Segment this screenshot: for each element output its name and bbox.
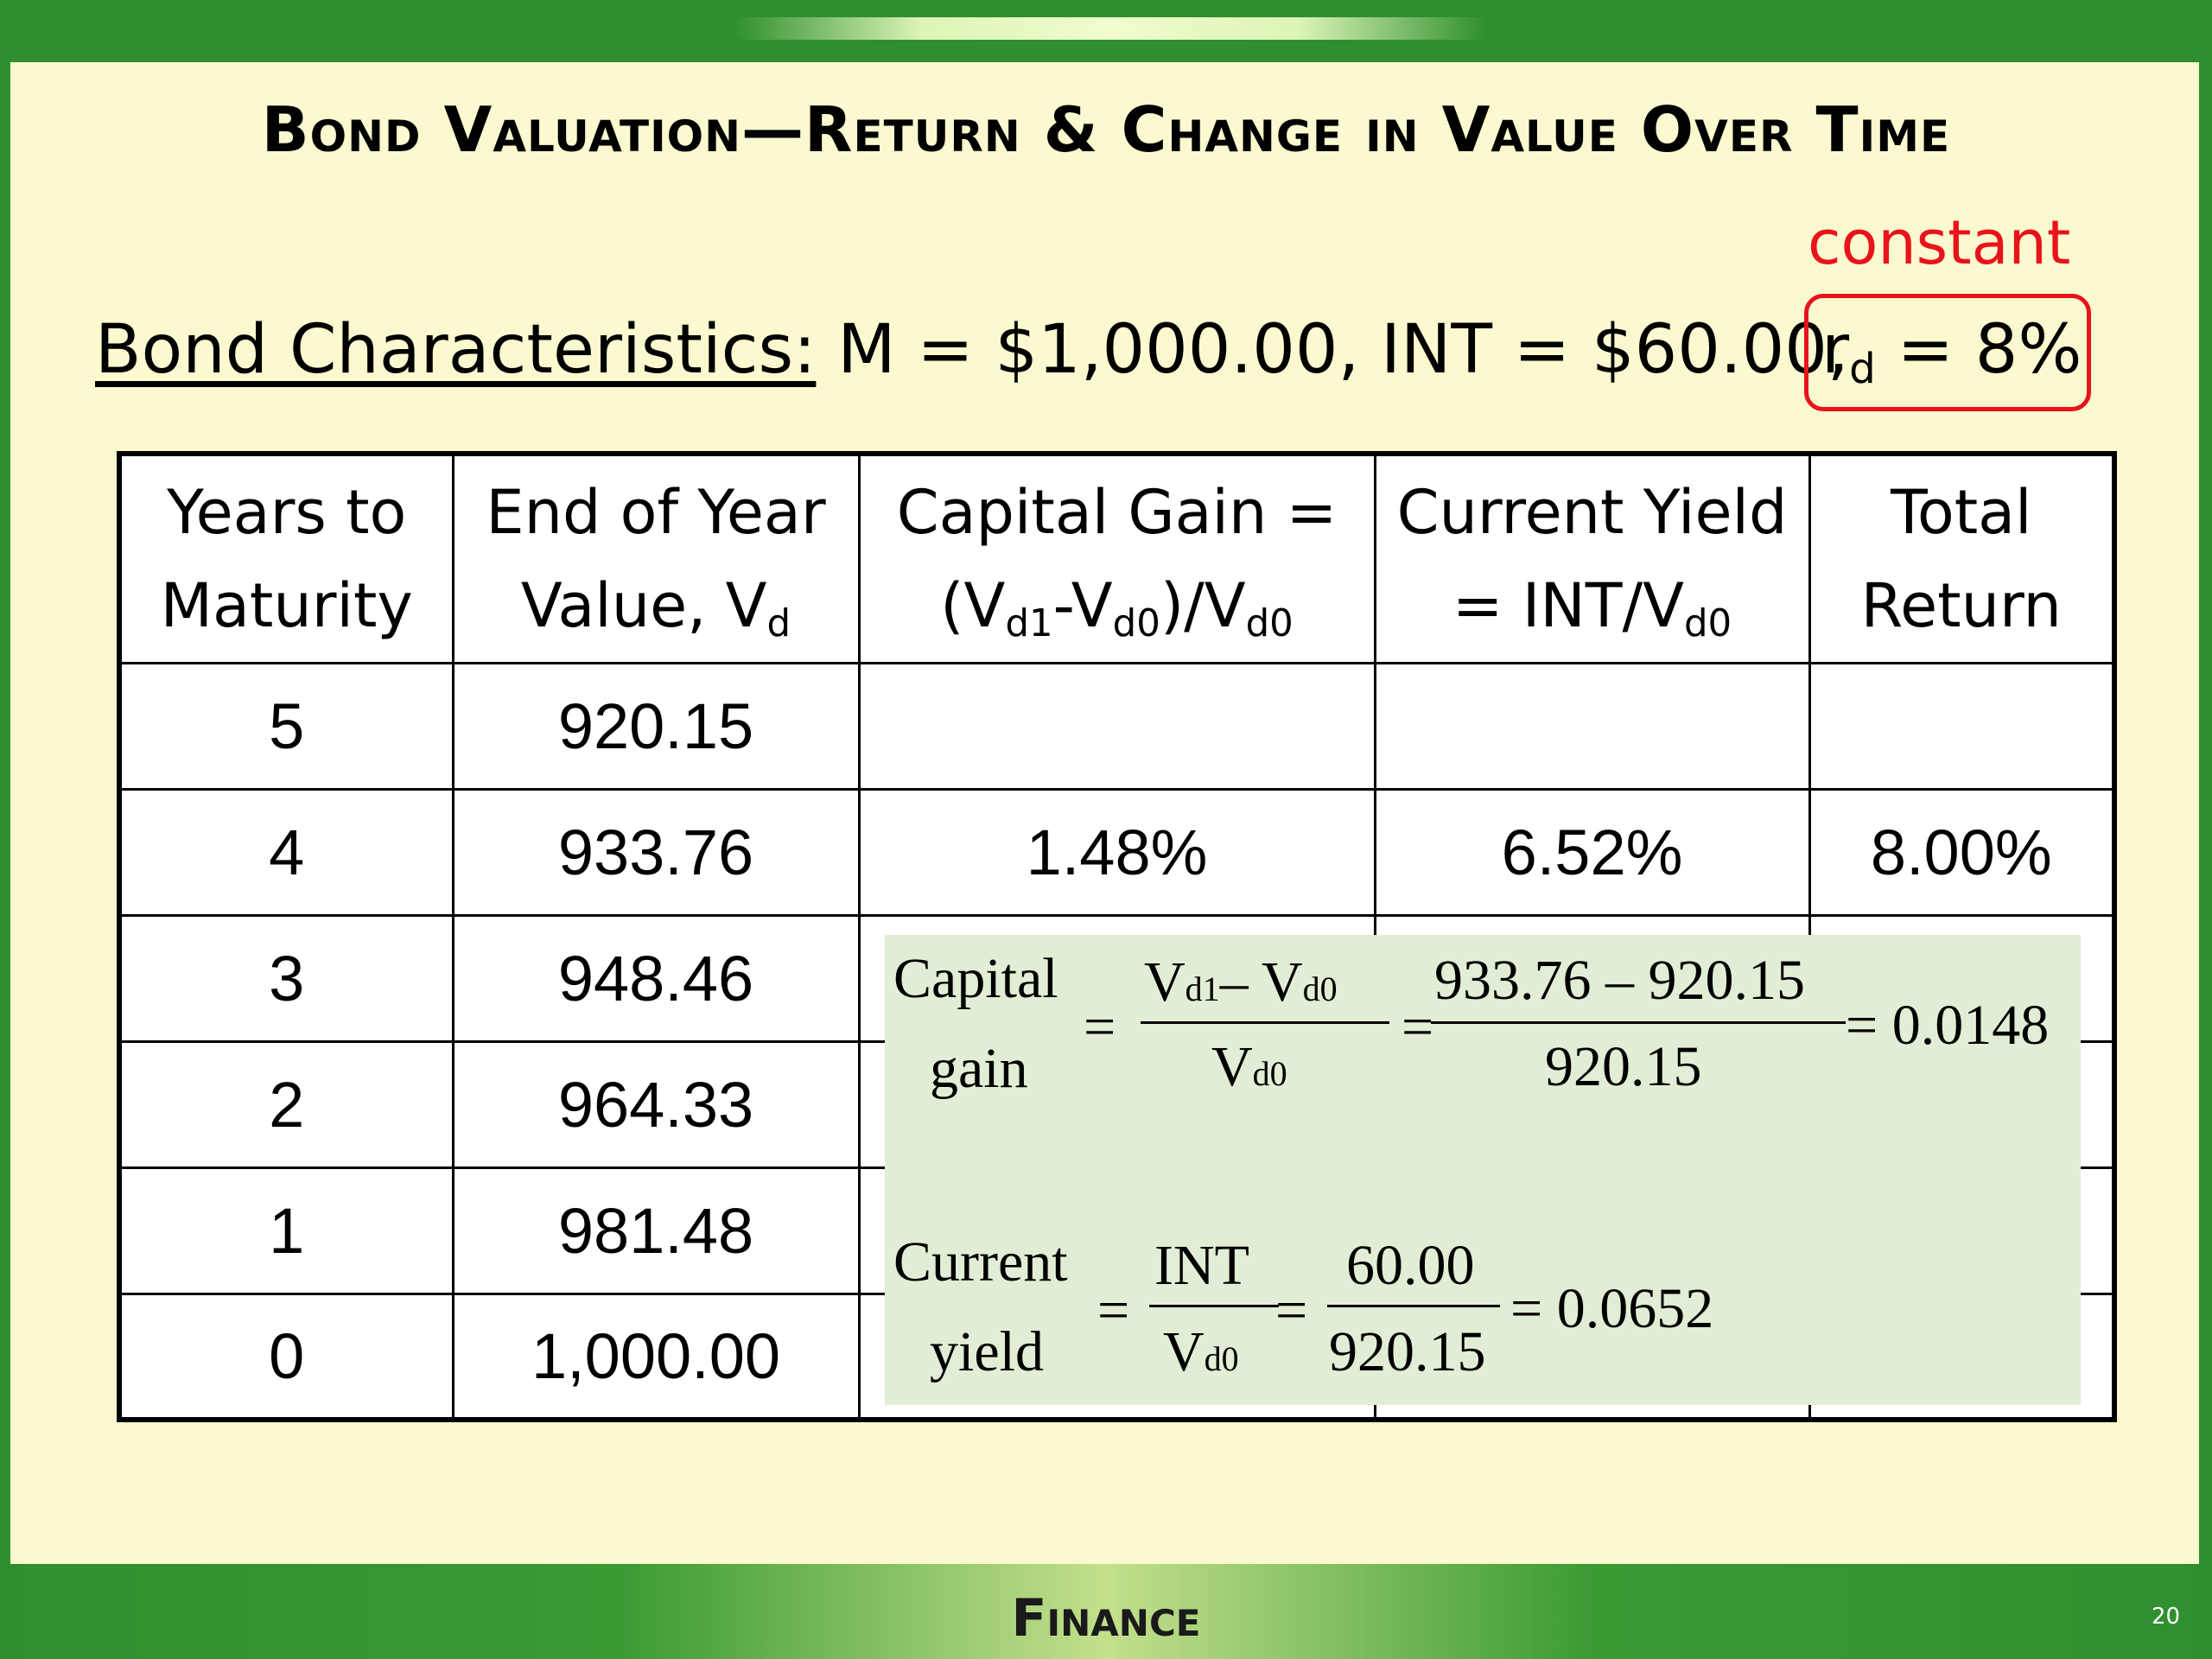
page-number: 20 <box>2152 1604 2181 1630</box>
symbol-subscript: d1 <box>1185 969 1220 1008</box>
header-subscript: d <box>766 601 791 645</box>
current-yield-numeric-denominator: 920.15 <box>1329 1320 1486 1383</box>
years-cell: 0 <box>118 1292 454 1421</box>
current-yield-symbolic-denominator: Vd0 <box>1163 1324 1239 1381</box>
header-text: Maturity <box>160 569 413 641</box>
current-yield-symbolic-numerator: INT <box>1154 1234 1249 1297</box>
value-cell: 948.46 <box>451 913 861 1043</box>
footer-bar <box>0 1564 2212 1659</box>
capital-gain-cell: 1.48% <box>857 787 1376 917</box>
header-years-to-maturity: Years to Maturity <box>118 452 454 664</box>
capital-gain-result: = 0.0148 <box>1846 994 2050 1057</box>
current-yield-label-line1: Current <box>893 1230 1068 1294</box>
symbol-subscript: d0 <box>1252 1054 1287 1093</box>
capital-gain-equals-1: = <box>1084 995 1116 1058</box>
slide-title: Bond Valuation—Return & Change in Value … <box>261 93 1951 166</box>
bond-characteristics-values: M = $1,000.00, INT = $60.00, <box>837 311 1849 389</box>
header-text: Return <box>1860 569 2062 641</box>
header-capital-gain: Capital Gain = (Vd1-Vd0)/Vd0 <box>857 452 1376 664</box>
capital-gain-symbolic-denominator: Vd0 <box>1211 1039 1287 1096</box>
header-subscript: d0 <box>1112 601 1160 645</box>
constant-annotation: constant <box>1808 207 2071 278</box>
capital-gain-label-line1: Capital <box>893 947 1058 1010</box>
value-cell: 933.76 <box>451 787 861 917</box>
current-yield-fraction-bar-1 <box>1149 1305 1279 1307</box>
capital-gain-symbolic-numerator: Vd1– Vd0 <box>1144 954 1338 1011</box>
symbol-v: V <box>1211 1035 1253 1098</box>
years-cell: 4 <box>118 787 454 917</box>
header-glow-decoration <box>734 17 1486 40</box>
rd-subscript: d <box>1849 345 1876 394</box>
value-cell: 964.33 <box>451 1039 861 1169</box>
header-text: -V <box>1052 569 1113 641</box>
symbol-subscript: d0 <box>1302 969 1338 1008</box>
table-header-row: Years to Maturity End of Year Value, Vd … <box>118 452 2116 664</box>
capital-gain-label-line2: gain <box>930 1037 1028 1100</box>
capital-gain-numeric-denominator: 920.15 <box>1545 1035 1702 1098</box>
header-end-of-year-value: End of Year Value, Vd <box>451 452 861 664</box>
total-return-cell: 8.00% <box>1808 787 2116 917</box>
header-text: Years to <box>167 476 407 548</box>
current-yield-equals-2: = <box>1275 1279 1308 1342</box>
table-row: 5 920.15 <box>118 661 2116 791</box>
years-cell: 3 <box>118 913 454 1043</box>
header-text: End of Year <box>486 476 826 548</box>
table-row: 4 933.76 1.48% 6.52% 8.00% <box>118 787 2116 917</box>
current-yield-fraction-bar-2 <box>1327 1305 1500 1307</box>
bond-characteristics-label: Bond Characteristics: <box>95 311 817 389</box>
value-cell: 920.15 <box>451 661 861 791</box>
header-text: = INT/V <box>1452 569 1684 641</box>
capital-gain-fraction-bar-2 <box>1431 1021 1846 1024</box>
header-subscript: d0 <box>1245 601 1294 645</box>
capital-gain-equals-2: = <box>1402 995 1434 1058</box>
current-yield-numeric-numerator: 60.00 <box>1346 1234 1475 1297</box>
formula-callout: Capital gain = Vd1– Vd0 Vd0 = 933.76 – 9… <box>885 935 2081 1405</box>
header-text: )/V <box>1160 569 1246 641</box>
symbol-minus-v: – V <box>1219 950 1303 1014</box>
bond-characteristics-line: Bond Characteristics: M = $1,000.00, INT… <box>95 311 1849 389</box>
years-cell: 1 <box>118 1166 454 1295</box>
capital-gain-numeric-numerator: 933.76 – 920.15 <box>1434 949 1805 1012</box>
footer-title: Finance <box>1011 1588 1201 1649</box>
header-subscript: d1 <box>1005 601 1053 645</box>
current-yield-cell <box>1373 661 1811 791</box>
required-return: rd = 8% <box>1821 311 2082 390</box>
capital-gain-fraction-bar-1 <box>1141 1021 1389 1024</box>
rd-highlight-box <box>1804 294 2091 411</box>
symbol-v: V <box>1163 1320 1205 1383</box>
current-yield-cell: 6.52% <box>1373 787 1811 917</box>
header-text: Current Yield <box>1396 476 1788 548</box>
value-cell: 1,000.00 <box>451 1292 861 1421</box>
header-subscript: d0 <box>1683 601 1732 645</box>
header-current-yield: Current Yield = INT/Vd0 <box>1373 452 1811 664</box>
years-cell: 5 <box>118 661 454 791</box>
total-return-cell <box>1808 661 2116 791</box>
current-yield-label-line2: yield <box>930 1320 1044 1383</box>
current-yield-result: = 0.0652 <box>1510 1277 1714 1340</box>
years-cell: 2 <box>118 1039 454 1169</box>
header-text: (V <box>940 569 1006 641</box>
value-cell: 981.48 <box>451 1166 861 1295</box>
header-total-return: Total Return <box>1808 452 2116 664</box>
rd-symbol: r <box>1821 311 1850 389</box>
header-text: Value, V <box>520 569 767 641</box>
rd-value: = 8% <box>1897 311 2082 389</box>
header-text: Capital Gain = <box>896 476 1338 548</box>
symbol-v: V <box>1144 950 1185 1014</box>
header-text: Total <box>1891 476 2032 548</box>
capital-gain-cell <box>857 661 1376 791</box>
symbol-subscript: d0 <box>1204 1339 1239 1378</box>
current-yield-equals-1: = <box>1097 1279 1130 1342</box>
